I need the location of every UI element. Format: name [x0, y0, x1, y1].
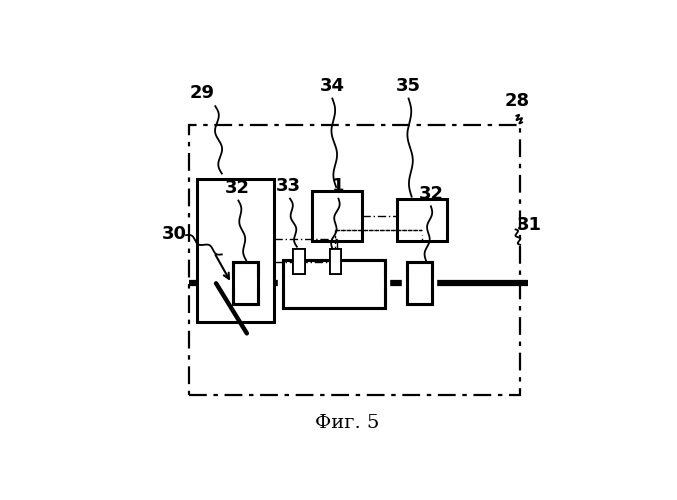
Text: 32: 32	[225, 178, 250, 196]
Text: 34: 34	[320, 76, 345, 94]
Text: 31: 31	[517, 216, 542, 234]
Bar	[234, 262, 259, 304]
Bar	[234, 262, 259, 304]
Bar	[330, 248, 341, 274]
Text: Фиг. 5: Фиг. 5	[315, 414, 379, 432]
Text: 1: 1	[332, 177, 345, 194]
Bar	[312, 191, 362, 241]
Bar	[284, 260, 385, 308]
Text: 28: 28	[504, 92, 529, 110]
Bar	[330, 248, 341, 274]
Text: 30: 30	[162, 225, 187, 243]
Text: 32: 32	[418, 185, 443, 203]
Bar	[407, 262, 432, 304]
Bar	[407, 262, 432, 304]
Bar	[293, 248, 305, 274]
Bar	[189, 126, 520, 395]
Text: 35: 35	[396, 76, 421, 94]
Bar	[397, 198, 447, 241]
Bar	[284, 260, 385, 308]
Text: 29: 29	[190, 84, 215, 102]
Text: 33: 33	[276, 177, 301, 194]
Bar	[293, 248, 305, 274]
Bar	[197, 180, 274, 322]
